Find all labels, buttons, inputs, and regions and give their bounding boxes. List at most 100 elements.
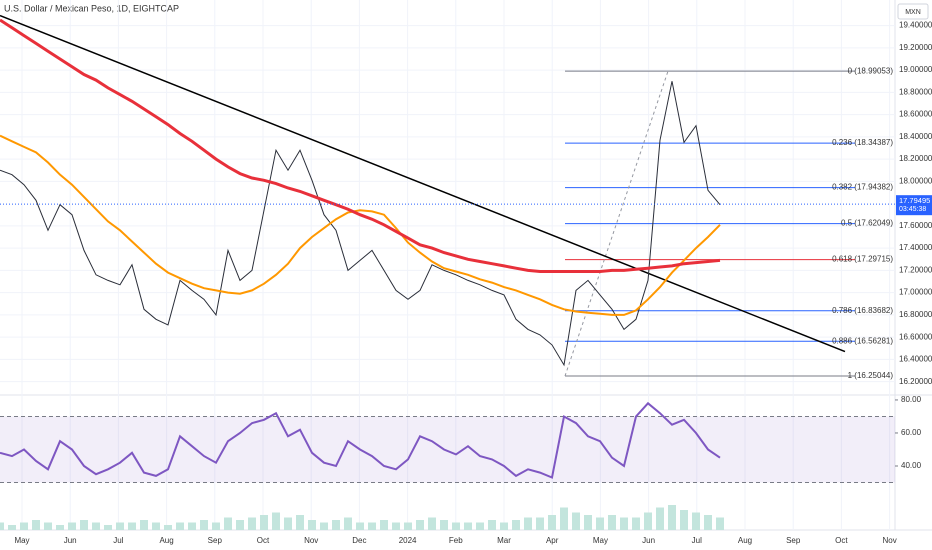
- volume-bar: [584, 515, 592, 530]
- volume-bar: [0, 522, 4, 530]
- volume-bar: [500, 522, 508, 530]
- volume-bar: [668, 505, 676, 530]
- y-tick-label: 18.80000: [899, 87, 932, 96]
- x-tick-label: Nov: [304, 536, 318, 545]
- x-tick-label: Sep: [786, 536, 801, 545]
- volume-bar: [164, 525, 172, 530]
- volume-bar: [116, 522, 124, 530]
- rsi-tick-label: 60.00: [901, 428, 922, 437]
- fib-label: 0.786 (16.83682): [832, 306, 893, 315]
- countdown: 03:45:38: [899, 206, 926, 213]
- y-tick-label: 19.20000: [899, 43, 932, 52]
- volume-bar: [560, 507, 568, 530]
- y-tick-label: 16.60000: [899, 332, 932, 341]
- volume-bar: [92, 522, 100, 530]
- rsi-band: [0, 416, 895, 483]
- volume-bar: [296, 515, 304, 530]
- fib-label: 1 (16.25044): [848, 371, 894, 380]
- x-tick-label: Apr: [546, 536, 559, 545]
- y-tick-label: 18.40000: [899, 132, 932, 141]
- volume-bar: [716, 517, 724, 530]
- y-tick-label: 17.00000: [899, 288, 932, 297]
- volume-bar: [536, 517, 544, 530]
- currency-label[interactable]: MXN: [905, 9, 921, 16]
- volume-bar: [644, 512, 652, 530]
- fib-label: 0.886 (16.56281): [832, 336, 893, 345]
- volume-bar: [152, 522, 160, 530]
- volume-bar: [512, 520, 520, 530]
- volume-bar: [176, 522, 184, 530]
- volume-bar: [488, 520, 496, 530]
- x-tick-label: Sep: [208, 536, 223, 545]
- chart-title: U.S. Dollar / Mexican Peso, 1D, EIGHTCAP: [4, 3, 179, 13]
- y-tick-label: 16.80000: [899, 310, 932, 319]
- rsi-tick-label: 80.00: [901, 395, 922, 404]
- volume-bar: [620, 517, 628, 530]
- volume-bar: [284, 517, 292, 530]
- volume-bar: [80, 520, 88, 530]
- volume-bar: [608, 515, 616, 530]
- volume-bar: [404, 522, 412, 530]
- volume-bar: [428, 517, 436, 530]
- volume-bar: [308, 520, 316, 530]
- volume-bar: [224, 517, 232, 530]
- x-tick-label: Oct: [835, 536, 848, 545]
- x-tick-label: 2024: [399, 536, 417, 545]
- volume-bar: [632, 517, 640, 530]
- x-tick-label: Aug: [159, 536, 173, 545]
- x-tick-label: Feb: [449, 536, 463, 545]
- volume-bar: [656, 507, 664, 530]
- volume-bar: [44, 522, 52, 530]
- price-line: [0, 81, 721, 367]
- x-tick-label: Nov: [882, 536, 896, 545]
- volume-bar: [212, 522, 220, 530]
- fib-label: 0.618 (17.29715): [832, 255, 893, 264]
- volume-bar: [368, 522, 376, 530]
- x-tick-label: Dec: [352, 536, 366, 545]
- volume-bar: [692, 512, 700, 530]
- price-line: [0, 134, 721, 316]
- y-tick-label: 16.40000: [899, 355, 932, 364]
- volume-bar: [32, 520, 40, 530]
- y-tick-label: 18.60000: [899, 110, 932, 119]
- y-tick-label: 19.40000: [899, 21, 932, 30]
- volume-bar: [272, 512, 280, 530]
- volume-bar: [440, 520, 448, 530]
- volume-bar: [476, 522, 484, 530]
- volume-bar: [356, 522, 364, 530]
- volume-bar: [416, 520, 424, 530]
- volume-bar: [524, 517, 532, 530]
- volume-bar: [380, 520, 388, 530]
- volume-bar: [260, 515, 268, 530]
- volume-bar: [8, 525, 16, 530]
- current-price-box: [896, 195, 932, 216]
- y-tick-label: 16.20000: [899, 377, 932, 386]
- x-tick-label: Oct: [257, 536, 270, 545]
- volume-bar: [68, 522, 76, 530]
- y-tick-label: 17.20000: [899, 265, 932, 274]
- y-tick-label: 18.00000: [899, 176, 932, 185]
- y-tick-label: 17.40000: [899, 243, 932, 252]
- x-tick-label: Jun: [64, 536, 77, 545]
- currency-box[interactable]: [897, 3, 929, 20]
- volume-bar: [332, 520, 340, 530]
- x-tick-label: May: [14, 536, 29, 545]
- current-price: 17.79495: [899, 196, 930, 205]
- volume-bar: [56, 525, 64, 530]
- fib-label: 0.236 (18.34387): [832, 138, 893, 147]
- volume-bar: [248, 517, 256, 530]
- volume-bar: [200, 520, 208, 530]
- x-tick-label: May: [593, 536, 608, 545]
- volume-bar: [392, 522, 400, 530]
- volume-bar: [20, 522, 28, 530]
- rsi-tick-label: 40.00: [901, 461, 922, 470]
- trendline: [0, 14, 846, 353]
- fib-label: 0 (18.99053): [848, 66, 894, 75]
- volume-bar: [572, 512, 580, 530]
- x-tick-label: Jun: [642, 536, 655, 545]
- x-tick-label: Jul: [692, 536, 702, 545]
- volume-bar: [344, 517, 352, 530]
- volume-bar: [452, 522, 460, 530]
